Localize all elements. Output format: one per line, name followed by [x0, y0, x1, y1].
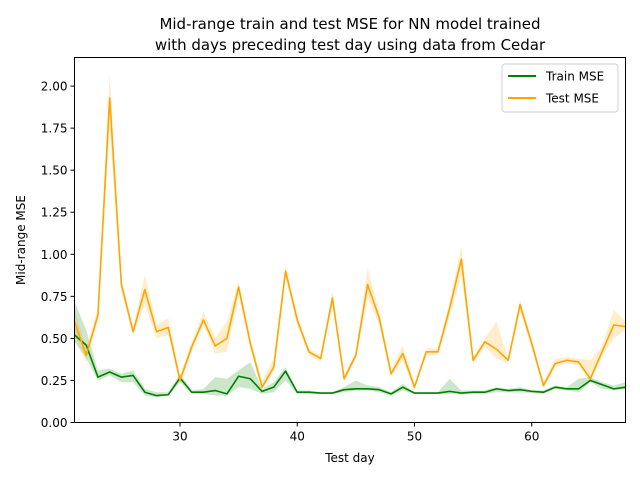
- confidence-bands: [74, 74, 626, 398]
- y-tick-label: 1.50: [41, 164, 68, 178]
- x-axis-label: Test day: [324, 451, 375, 465]
- plot-frame: [74, 57, 626, 423]
- legend-label-train: Train MSE: [545, 70, 604, 84]
- series-line-train-mse: [73, 334, 626, 397]
- chart-title-line2: with days preceding test day using data …: [155, 36, 546, 54]
- y-axis-label: Mid-range MSE: [14, 195, 28, 285]
- band-test-mse: [74, 74, 626, 391]
- x-tick-label: 30: [172, 430, 187, 444]
- y-tick-label: 2.00: [41, 80, 68, 94]
- band-train-mse: [74, 301, 626, 398]
- x-tick-label: 50: [407, 430, 422, 444]
- y-tick-label: 1.25: [41, 206, 68, 220]
- y-axis-ticks: 0.00 0.25 0.50 0.75 1.00 1.25 1.50 1.75 2.00: [41, 80, 75, 430]
- legend: Train MSE Test MSE: [501, 63, 619, 113]
- series-lines: [73, 97, 626, 397]
- y-tick-label: 1.75: [41, 122, 68, 136]
- y-tick-label: 0.75: [41, 290, 68, 304]
- x-tick-label: 60: [524, 430, 539, 444]
- y-tick-label: 0.00: [41, 416, 68, 430]
- y-tick-label: 0.25: [41, 374, 68, 388]
- legend-label-test: Test MSE: [545, 92, 599, 106]
- chart-title-line1: Mid-range train and test MSE for NN mode…: [159, 15, 540, 33]
- x-axis-ticks: 30 40 50 60: [172, 422, 539, 444]
- series-line-test-mse: [73, 97, 626, 388]
- y-tick-label: 0.50: [41, 332, 68, 346]
- plot-area: [74, 57, 626, 423]
- x-tick-label: 40: [290, 430, 305, 444]
- y-tick-label: 1.00: [41, 248, 68, 262]
